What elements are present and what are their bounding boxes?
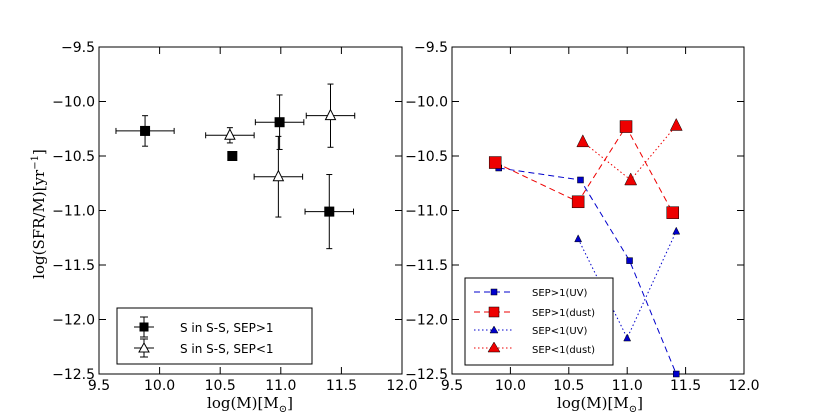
left-legend: S in S-S, SEP>1 S in S-S, SEP<1 xyxy=(116,307,313,365)
data-point-sep-gt1 xyxy=(227,151,238,161)
series-uv-lt1-point xyxy=(574,234,583,243)
series-dust-gt1-point xyxy=(488,156,502,169)
right-x-tick-label: 10.0 xyxy=(495,378,526,394)
left-y-tick-label: −11.5 xyxy=(52,258,95,274)
series-dust-gt1-point xyxy=(619,120,633,133)
legend-label-dust-lt1: SEP<1(dust) xyxy=(532,345,595,356)
left-x-tick-label: 10.0 xyxy=(144,378,175,394)
legend-marker-uv-lt1 xyxy=(474,325,514,334)
right-x-tick-label: 12.0 xyxy=(728,378,759,394)
right-y-tick-label: −11.0 xyxy=(405,204,448,220)
series-dust-lt1-point xyxy=(624,172,638,186)
right-x-tick-label: 9.5 xyxy=(441,378,463,394)
legend-marker-dust-lt1 xyxy=(474,341,514,353)
left-x-tick-label: 11.0 xyxy=(265,378,296,394)
left-x-tick-label: 12.0 xyxy=(386,378,417,394)
right-panel: 9.5 10.0 10.5 11.0 11.5 12.0 −9.5 −10.0 −10.5 −11… xyxy=(405,40,759,415)
left-y-tick-label: −10.0 xyxy=(52,95,95,111)
legend-marker-sep-lt1 xyxy=(134,338,154,358)
series-dust-lt1-line xyxy=(582,125,677,181)
left-y-tick-label: −9.5 xyxy=(61,40,95,56)
left-data xyxy=(115,83,356,250)
series-uv-lt1-point xyxy=(623,333,632,342)
right-ticks: 9.5 10.0 10.5 11.0 11.5 12.0 −9.5 −10.0 −10.5 −11… xyxy=(405,40,759,394)
right-data xyxy=(488,117,683,378)
legend-marker-dust-gt1 xyxy=(474,306,514,318)
left-y-tick-label: −11.0 xyxy=(52,204,95,220)
right-y-tick-label: −12.0 xyxy=(405,313,448,329)
right-y-tick-label: −9.5 xyxy=(414,40,448,56)
left-x-axis-label: log(M)[M⊙] xyxy=(207,394,293,415)
series-uv-lt1-point xyxy=(672,226,681,235)
right-x-axis-label: log(M)[M⊙] xyxy=(557,394,643,415)
legend-label-sep-lt1: S in S-S, SEP<1 xyxy=(180,342,274,356)
left-panel: 9.5 10.0 10.5 11.0 11.5 12.0 −9.5 −10.0 −10.5 −11… xyxy=(30,40,418,415)
series-dust-gt1-line xyxy=(495,125,674,213)
left-y-tick-label: −12.5 xyxy=(52,367,95,383)
data-point-sep-lt1 xyxy=(305,83,356,148)
data-point-sep-lt1 xyxy=(253,135,304,218)
right-x-tick-label: 11.0 xyxy=(612,378,643,394)
left-ticks: 9.5 10.0 10.5 11.0 11.5 12.0 −9.5 −10.0 −10.5 −11… xyxy=(52,40,417,394)
right-x-tick-label: 10.5 xyxy=(553,378,584,394)
legend-label-sep-gt1: S in S-S, SEP>1 xyxy=(180,321,274,335)
data-point-sep-gt1 xyxy=(254,94,305,150)
left-x-tick-label: 11.5 xyxy=(326,378,357,394)
right-y-tick-label: −10.0 xyxy=(405,95,448,111)
legend-label-uv-gt1: SEP>1(UV) xyxy=(532,288,587,299)
y-axis-label: log(SFR/M)[yr−1] xyxy=(30,149,48,279)
series-dust-gt1-point xyxy=(571,195,585,209)
legend-marker-uv-gt1 xyxy=(474,288,514,296)
right-legend: SEP>1(UV) SEP>1(dust) SEP<1(UV) SEP<1(du… xyxy=(464,277,614,366)
series-uv-gt1-point xyxy=(673,370,680,378)
series-dust-gt1-point xyxy=(666,206,680,219)
left-y-tick-label: −10.5 xyxy=(52,149,95,165)
data-point-sep-lt1 xyxy=(205,127,255,144)
series-uv-gt1-point xyxy=(626,257,633,264)
series-uv-lt1-line xyxy=(577,231,677,340)
right-y-tick-label: −11.5 xyxy=(405,258,448,274)
series-uv-gt1-line xyxy=(498,167,677,375)
left-x-tick-label: 10.5 xyxy=(205,378,236,394)
legend-marker-sep-gt1 xyxy=(134,316,154,338)
series-dust-lt1-point xyxy=(576,134,590,148)
right-y-tick-label: −12.5 xyxy=(405,367,448,383)
legend-label-uv-lt1: SEP<1(UV) xyxy=(532,326,587,337)
left-legend-box xyxy=(116,307,313,365)
data-point-sep-gt1 xyxy=(304,174,355,250)
right-y-tick-label: −10.5 xyxy=(405,149,448,165)
right-x-tick-label: 11.5 xyxy=(670,378,701,394)
series-dust-lt1-point xyxy=(669,117,683,131)
left-y-tick-label: −12.0 xyxy=(52,313,95,329)
legend-label-dust-gt1: SEP>1(dust) xyxy=(532,308,595,319)
series-uv-gt1-point xyxy=(577,176,584,184)
data-point-sep-gt1 xyxy=(115,115,175,147)
left-x-tick-label: 9.5 xyxy=(88,378,110,394)
